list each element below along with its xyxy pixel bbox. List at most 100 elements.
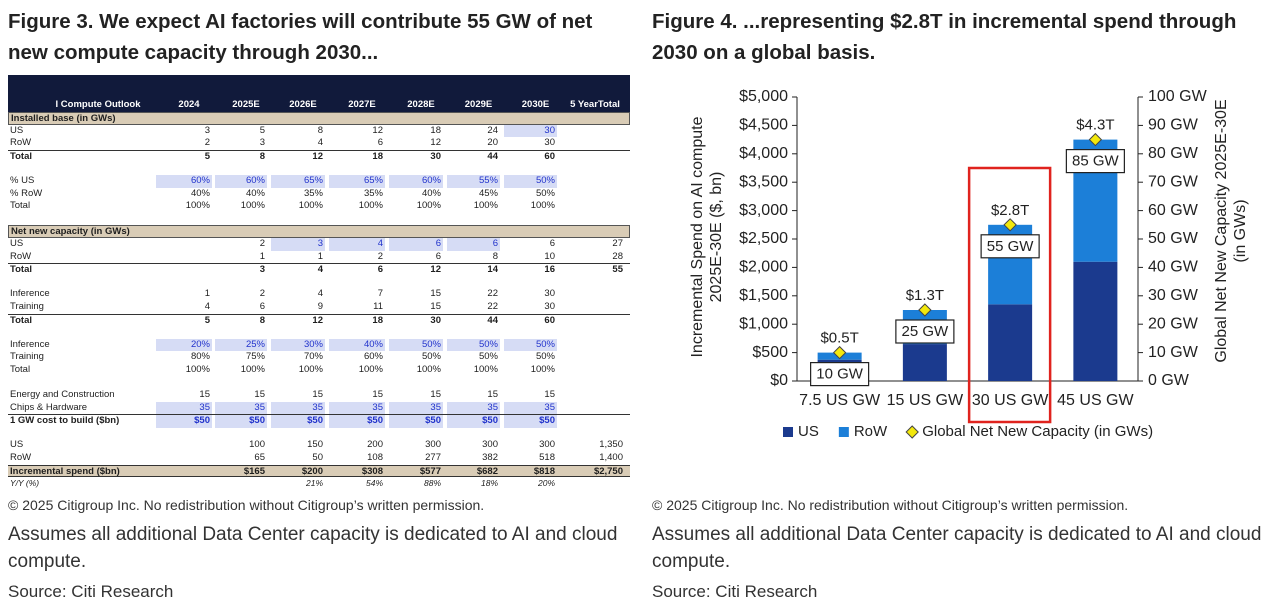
cell: 50% bbox=[535, 351, 555, 363]
cell: 18 bbox=[372, 314, 383, 326]
cell: 5 bbox=[204, 150, 210, 162]
cell: 35% bbox=[363, 187, 383, 199]
table-row: 1 GW cost to build ($bn) $50 $50 $50 $50 $50 $… bbox=[8, 414, 630, 428]
cell: 30 bbox=[544, 288, 555, 300]
row-label: Total bbox=[10, 363, 31, 375]
table-row: Inference 1 2 4 7 15 22 30 bbox=[8, 288, 630, 301]
cell: 18% bbox=[480, 478, 498, 489]
source: Source: Citi Research bbox=[652, 582, 818, 601]
cell: 6 bbox=[447, 237, 500, 251]
cell: 54% bbox=[365, 478, 383, 489]
row-label: RoW bbox=[10, 250, 32, 262]
cell: 65% bbox=[329, 174, 385, 188]
capacity-label: 55 GW bbox=[987, 238, 1035, 255]
cell: 518 bbox=[539, 452, 555, 464]
marker bbox=[918, 303, 932, 317]
legend-label: US bbox=[798, 423, 819, 440]
cell: 100% bbox=[298, 200, 323, 212]
cell: 1 bbox=[204, 288, 210, 300]
cell: 300 bbox=[425, 439, 441, 451]
cell: 60% bbox=[156, 174, 212, 188]
chart: $0 $500 $1,000 $1,500 $2,000 $2,500 $3,000 $3,5… bbox=[689, 88, 1249, 440]
cell: 60% bbox=[215, 174, 267, 188]
y2-tick-label: 0 GW bbox=[1148, 372, 1190, 389]
marker bbox=[1003, 218, 1017, 232]
cell: 3 bbox=[259, 137, 265, 149]
cell: 100% bbox=[358, 363, 383, 375]
row-label: US bbox=[10, 124, 24, 136]
cell: 50% bbox=[447, 338, 500, 352]
cell: 1,400 bbox=[599, 452, 623, 464]
y2-axis-label: (in GWs) bbox=[1232, 199, 1249, 262]
bar-segment bbox=[902, 344, 947, 381]
table-row: Total 100% 100% 100% 100% 100% 100% 100% bbox=[8, 200, 630, 213]
y-tick-label: $2,000 bbox=[739, 259, 788, 276]
cell: $577 bbox=[419, 465, 441, 477]
legend-swatch bbox=[783, 427, 793, 437]
cell: $50 bbox=[215, 415, 267, 428]
cell: 21% bbox=[305, 478, 323, 489]
cell: 8 bbox=[259, 314, 265, 326]
cell: 30 bbox=[430, 150, 441, 162]
cell: 35 bbox=[389, 401, 443, 415]
note: Assumes all additional Data Center capac… bbox=[652, 524, 1262, 572]
cell: $682 bbox=[476, 465, 498, 477]
table-row: % RoW 40% 40% 35% 35% 40% 45% 50% bbox=[8, 188, 630, 201]
copyright: © 2025 Citigroup Inc. No redistribution … bbox=[652, 497, 1129, 513]
cell: 3 bbox=[204, 124, 210, 136]
cell: $2,750 bbox=[593, 465, 623, 477]
header-cell: 2030E bbox=[521, 99, 550, 110]
cell: 60 bbox=[544, 150, 555, 162]
y-tick-label: $500 bbox=[752, 344, 788, 361]
cell: 150 bbox=[307, 439, 323, 451]
bar-segment bbox=[1073, 261, 1118, 381]
cell: $818 bbox=[533, 465, 555, 477]
cell: 6 bbox=[377, 264, 383, 276]
y-tick-label: $4,000 bbox=[739, 145, 788, 162]
table-row: US 3 5 8 12 18 24 30 bbox=[8, 124, 630, 138]
cell: 277 bbox=[425, 452, 441, 464]
cell: 1,350 bbox=[599, 439, 623, 451]
cell: 65 bbox=[254, 452, 265, 464]
cell: 12 bbox=[430, 137, 441, 149]
y-tick-label: $4,500 bbox=[739, 117, 788, 134]
row-label: Inference bbox=[10, 338, 50, 350]
row-label: US bbox=[10, 439, 24, 451]
figure4-title: Figure 4. ...representing $2.8T in incre… bbox=[652, 10, 1237, 64]
x-tick-label: 15 US GW bbox=[887, 392, 964, 409]
cell: 88% bbox=[423, 478, 441, 489]
cell: 382 bbox=[482, 452, 498, 464]
cell: 50% bbox=[504, 338, 557, 352]
cell: 35 bbox=[447, 401, 500, 415]
cell: 8 bbox=[492, 250, 498, 262]
cell: 200 bbox=[367, 439, 383, 451]
cell: 15 bbox=[199, 389, 210, 401]
label-box bbox=[980, 234, 1040, 259]
cell: 45% bbox=[478, 187, 498, 199]
capacity-label: 85 GW bbox=[1072, 153, 1120, 170]
row-label: % US bbox=[10, 174, 35, 186]
table-row: Inference 20% 25% 30% 40% 50% 50% 50% bbox=[8, 338, 630, 352]
y-tick-label: $5,000 bbox=[739, 88, 788, 105]
cell: 4 bbox=[329, 237, 385, 251]
cell: 6 bbox=[377, 137, 383, 149]
y-tick-label: $2,500 bbox=[739, 230, 788, 247]
table-row: Total 5 8 12 18 30 44 60 bbox=[8, 149, 630, 163]
label-box bbox=[810, 362, 870, 387]
cell: 100% bbox=[530, 363, 555, 375]
cell: 12 bbox=[372, 124, 383, 136]
cell: 18 bbox=[430, 124, 441, 136]
cell: 2 bbox=[377, 250, 383, 262]
cell: 24 bbox=[487, 124, 498, 136]
cell: 4 bbox=[204, 300, 210, 312]
total-label: $2.8T bbox=[991, 202, 1029, 219]
row-label: Incremental spend ($bn) bbox=[10, 465, 120, 477]
label-box bbox=[895, 319, 955, 344]
x-tick-label: 30 US GW bbox=[972, 392, 1049, 409]
cell: 44 bbox=[487, 150, 498, 162]
cell: 100% bbox=[473, 363, 498, 375]
cell: $50 bbox=[271, 415, 325, 428]
cell: 2 bbox=[259, 237, 265, 249]
spacer bbox=[8, 376, 630, 389]
cell: 28 bbox=[612, 250, 623, 262]
